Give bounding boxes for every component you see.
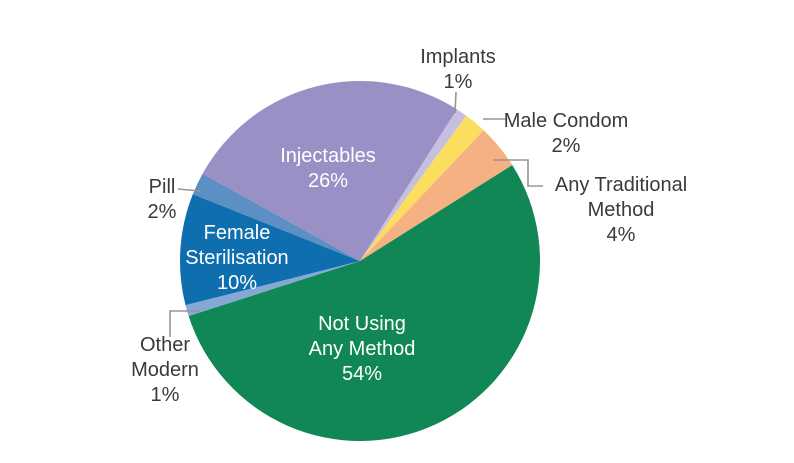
pie-label-line: 1%: [150, 384, 180, 406]
pie-slice-any-traditional-method: [360, 130, 513, 261]
pie-label-line: Injectables: [280, 145, 376, 167]
leader-lines: [169, 91, 543, 337]
pie-label-any-traditional-method: Any Traditional Method 4%: [555, 173, 687, 248]
pie-slice-pill: [192, 173, 360, 261]
pie-label-implants: Implants 1%: [420, 45, 496, 95]
pie-label-line: Female: [203, 222, 271, 244]
pie-label-other-modern: Other Modern 1%: [131, 333, 199, 408]
pie-slice-female-sterilisation: [179, 194, 360, 306]
pie-label-line: Implants: [420, 46, 496, 68]
pie-label-line: Any Traditional: [554, 174, 688, 196]
pie-label-line: Other: [139, 334, 191, 356]
pie-label-line: Pill: [148, 176, 176, 198]
pie-slice-male-condom: [360, 115, 484, 261]
pie-label-line: 10%: [216, 272, 258, 294]
pie-slice-not-using-any-method: [188, 165, 541, 442]
pie-slice-implants: [360, 109, 467, 261]
pie-label-line: Modern: [131, 359, 199, 381]
pie-slice-other-modern: [185, 261, 360, 317]
leader-line-implants: [454, 91, 457, 114]
pie-label-injectables: Injectables 26%: [280, 144, 376, 194]
pie-label-line: Sterilisation: [185, 247, 289, 269]
leader-line-pill: [177, 188, 201, 192]
pie-label-male-condom: Male Condom 2%: [504, 109, 629, 159]
pie-label-line: Any Method: [308, 338, 416, 360]
pie-label-line: Not Using: [318, 313, 406, 335]
pie-label-line: Method: [587, 199, 655, 221]
pie-slices: [179, 81, 541, 442]
pie-label-line: 4%: [606, 224, 636, 246]
pie-label-line: 1%: [443, 71, 473, 93]
pie-label-line: 2%: [147, 201, 177, 223]
pie-slice-injectables: [202, 81, 457, 261]
pie-label-not-using-any-method: Not Using Any Method 54%: [309, 312, 416, 387]
leader-line-other-modern: [169, 310, 200, 337]
pie-label-line: 2%: [551, 135, 581, 157]
leader-line-any-traditional-method: [493, 159, 543, 187]
pie-label-line: Male Condom: [503, 110, 629, 132]
pie-label-line: 26%: [307, 170, 349, 192]
pie-label-line: 54%: [341, 363, 383, 385]
pie-label-pill: Pill 2%: [148, 175, 177, 225]
pie-label-female-sterilisation: Female Sterilisation 10%: [185, 221, 288, 296]
